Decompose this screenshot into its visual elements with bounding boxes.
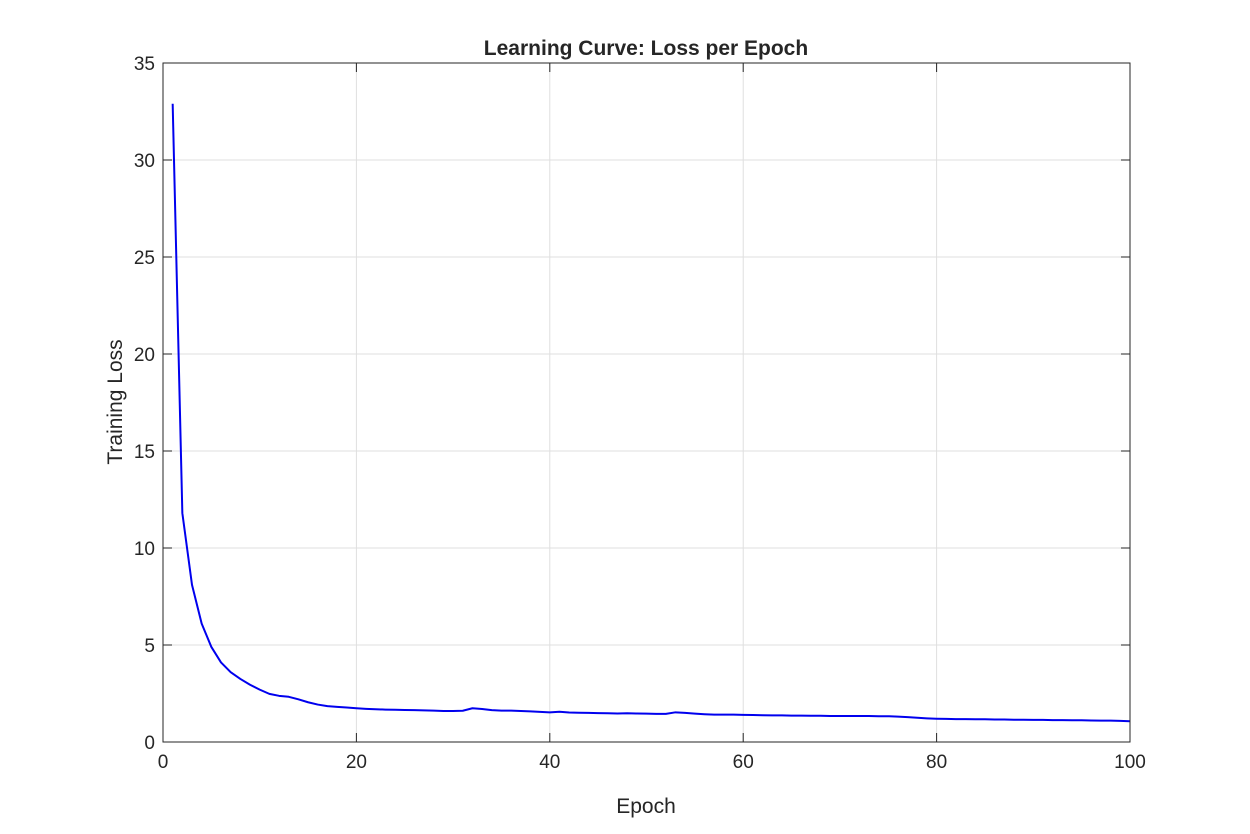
x-tick-label: 60	[733, 752, 754, 773]
axes-box	[162, 62, 1131, 743]
x-tick-label: 100	[1114, 752, 1146, 773]
y-tick-label: 15	[134, 442, 155, 463]
y-axis-label: Training Loss	[104, 339, 127, 464]
y-tick-label: 35	[134, 54, 155, 75]
x-axis-label: Epoch	[616, 795, 676, 818]
y-tick-label: 0	[144, 733, 155, 754]
x-tick-label: 0	[158, 752, 169, 773]
x-tick-label: 80	[926, 752, 947, 773]
plot-area	[171, 103, 1131, 723]
y-tick-label: 25	[134, 248, 155, 269]
tick-labels: 0 20 40 60 80 100 0 5 10 15 20 25 30 35	[134, 54, 1146, 773]
x-tick-label: 20	[346, 752, 367, 773]
x-tick-label: 40	[539, 752, 560, 773]
y-tick-label: 10	[134, 539, 155, 560]
chart-title: Learning Curve: Loss per Epoch	[484, 37, 808, 60]
y-tick-label: 20	[134, 345, 155, 366]
y-tick-label: 5	[144, 636, 155, 657]
axes-background	[163, 63, 1130, 742]
loss-series-line	[171, 103, 1131, 723]
grid-lines	[163, 63, 1130, 742]
y-tick-label: 30	[134, 151, 155, 172]
